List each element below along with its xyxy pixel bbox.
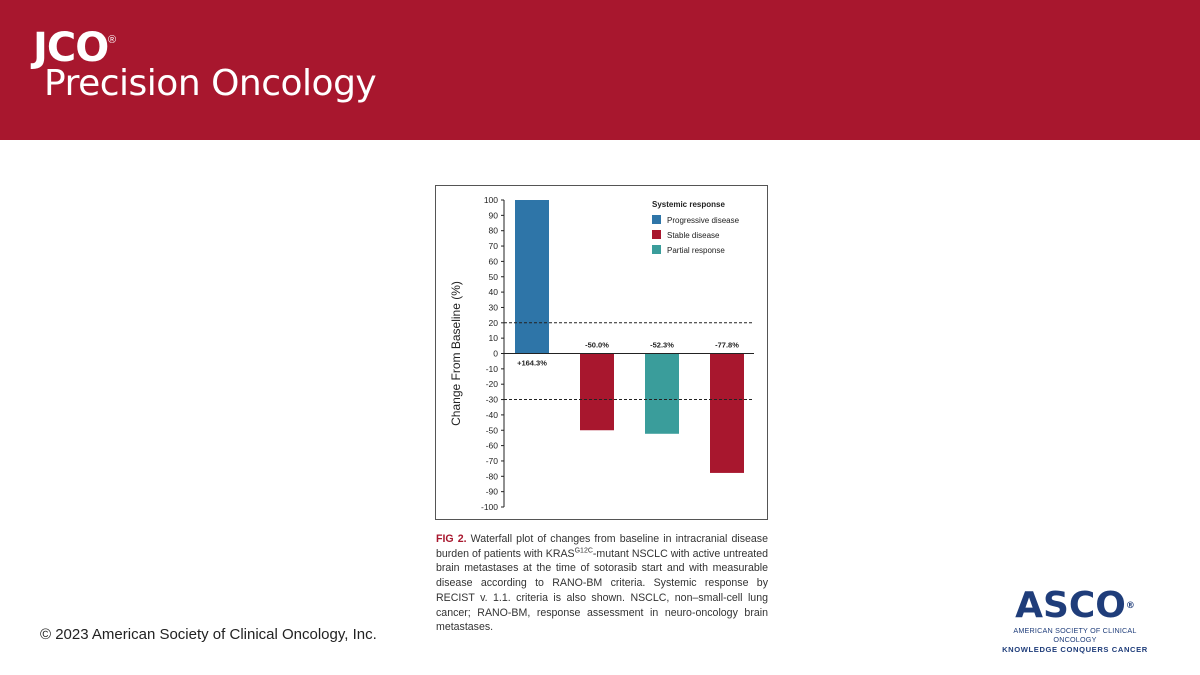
caption-superscript: G12C bbox=[574, 547, 593, 555]
waterfall-chart-svg: 1009080706050403020100-10-20-30-40-50-60… bbox=[449, 195, 754, 512]
asco-society-name: AMERICAN SOCIETY OF CLINICAL ONCOLOGY bbox=[1013, 626, 1137, 644]
y-tick-label: 80 bbox=[489, 226, 499, 236]
jco-logo: JCO bbox=[33, 25, 109, 71]
legend-swatch bbox=[652, 215, 661, 224]
y-tick-label: -20 bbox=[486, 379, 499, 389]
copyright-notice: © 2023 American Society of Clinical Onco… bbox=[40, 626, 377, 643]
bar-2 bbox=[580, 353, 614, 431]
y-tick-label: 70 bbox=[489, 241, 499, 251]
y-tick-label: 40 bbox=[489, 287, 499, 297]
journal-name: Precision Oncology bbox=[44, 63, 377, 104]
y-tick-label: 90 bbox=[489, 210, 499, 220]
figure-caption: FIG 2. Waterfall plot of changes from ba… bbox=[436, 532, 768, 635]
bar-data-label: +164.3% bbox=[517, 359, 547, 368]
bar-data-label: -77.8% bbox=[715, 341, 739, 350]
y-tick-label: 30 bbox=[489, 302, 499, 312]
figure-label: FIG 2. bbox=[436, 533, 467, 545]
legend-item-label: Progressive disease bbox=[667, 216, 740, 225]
y-tick-label: -60 bbox=[486, 441, 499, 451]
y-tick-label: -70 bbox=[486, 456, 499, 466]
bar-3 bbox=[645, 353, 679, 434]
y-tick-label: -50 bbox=[486, 425, 499, 435]
y-tick-label: -10 bbox=[486, 364, 499, 374]
y-axis-label: Change From Baseline (%) bbox=[449, 281, 463, 426]
jco-registered-mark: ® bbox=[108, 34, 117, 46]
asco-registered-mark: ® bbox=[1125, 601, 1135, 611]
asco-wordmark: ASCO® bbox=[995, 588, 1155, 624]
asco-logo: ASCO® AMERICAN SOCIETY OF CLINICAL ONCOL… bbox=[995, 588, 1155, 655]
y-tick-label: -90 bbox=[486, 487, 499, 497]
y-tick-label: 20 bbox=[489, 318, 499, 328]
y-tick-label: 60 bbox=[489, 256, 499, 266]
journal-header: JCO ® Precision Oncology bbox=[0, 0, 1200, 140]
bar-data-label: -50.0% bbox=[585, 341, 609, 350]
bar-data-label: -52.3% bbox=[650, 341, 674, 350]
bar-4 bbox=[710, 353, 744, 473]
y-tick-label: -100 bbox=[481, 502, 498, 512]
y-tick-label: 50 bbox=[489, 272, 499, 282]
legend-item-label: Partial response bbox=[667, 246, 725, 255]
y-tick-label: 0 bbox=[493, 349, 498, 359]
caption-text-1: Waterfall plot of changes from baseline … bbox=[436, 533, 769, 560]
legend-swatch bbox=[652, 230, 661, 239]
asco-tagline: KNOWLEDGE CONQUERS CANCER bbox=[1002, 645, 1148, 654]
waterfall-chart: 100 90 80 70 60 50 40 30 20 10 0 -10 -20 -30 -40 -50 -60… bbox=[435, 185, 768, 520]
legend-title: Systemic response bbox=[652, 200, 725, 209]
y-tick-label: 100 bbox=[484, 195, 498, 205]
bar-1 bbox=[515, 200, 549, 354]
legend-item-label: Stable disease bbox=[667, 231, 720, 240]
asco-word: ASCO bbox=[1015, 585, 1126, 626]
y-tick-label: -80 bbox=[486, 471, 499, 481]
y-tick-label: -30 bbox=[486, 395, 499, 405]
caption-text-2: -mutant NSCLC with active untreated brai… bbox=[436, 547, 768, 634]
y-tick-label: -40 bbox=[486, 410, 499, 420]
legend-swatch bbox=[652, 245, 661, 254]
y-tick-label: 10 bbox=[489, 333, 499, 343]
